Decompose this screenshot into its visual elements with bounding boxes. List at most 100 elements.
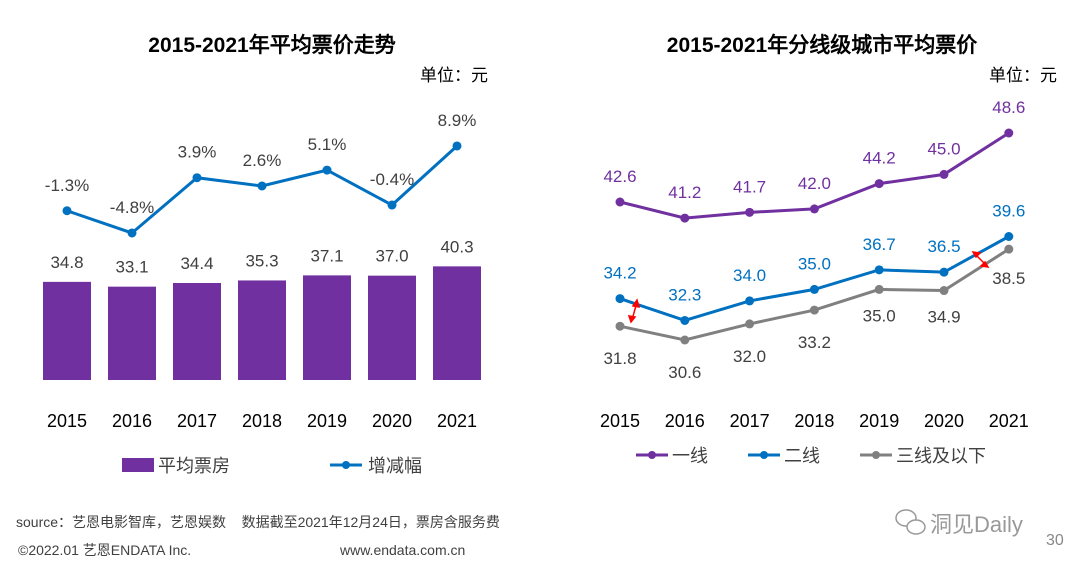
data-label: 41.7 (733, 177, 766, 196)
series-1-point-2021 (1004, 232, 1014, 241)
data-label: 42.0 (798, 174, 831, 193)
bar-label: 37.0 (375, 247, 408, 266)
series-1-point-2018 (809, 284, 819, 294)
x-tick-label: 2018 (794, 411, 834, 431)
bar-label: 33.1 (115, 258, 148, 277)
growth-label: 2.6% (243, 151, 282, 170)
series-1-point-2019 (874, 265, 884, 275)
series-0-point-2019 (874, 179, 884, 189)
legend-marker-2 (872, 451, 880, 459)
growth-point-2018 (257, 181, 267, 191)
bar-2021 (433, 266, 481, 380)
bar-label: 35.3 (245, 251, 278, 270)
growth-point-2020 (387, 200, 397, 210)
series-2-point-2020 (939, 286, 949, 296)
legend-label-2: 三线及以下 (896, 446, 986, 466)
bar-2017 (173, 282, 221, 380)
bar-2015 (43, 281, 91, 380)
data-label: 41.2 (668, 183, 701, 202)
series-0-point-2021 (1004, 128, 1014, 138)
x-tick-label: 2016 (112, 411, 152, 431)
series-2-point-2015 (615, 321, 625, 331)
x-tick-label: 2021 (437, 411, 477, 431)
left-chart-title: 2015-2021年平均票价走势 (148, 33, 395, 57)
x-tick-label: 2018 (242, 411, 282, 431)
data-label: 44.2 (863, 149, 896, 168)
right-chart-unit: 单位：元 (989, 66, 1057, 85)
x-tick-label: 2020 (372, 411, 412, 431)
growth-point-2015 (62, 206, 72, 216)
data-label: 36.7 (863, 235, 896, 254)
growth-point-2021 (452, 141, 462, 151)
data-label: 36.5 (927, 237, 960, 256)
bar-label: 34.8 (50, 253, 83, 272)
growth-label: -1.3% (45, 176, 89, 195)
watermark: 洞见Daily (930, 512, 1023, 537)
data-label: 30.6 (668, 363, 701, 382)
bar-2016 (108, 286, 156, 380)
right-legend: 一线 二线 三线及以下 (636, 446, 986, 466)
data-label: 35.0 (798, 254, 831, 273)
source-note: source：艺恩电影智库，艺恩娱数 数据截至2021年12月24日，票房含服务… (16, 514, 500, 530)
series-0-point-2017 (745, 207, 755, 217)
series-1-point-2020 (939, 267, 949, 277)
series-2-point-2018 (809, 305, 819, 315)
gap-arrow-2021 (971, 251, 990, 268)
growth-label: -4.8% (110, 198, 154, 217)
growth-label: 5.1% (308, 135, 347, 154)
series-1-point-2017 (745, 296, 755, 306)
bar-2018 (238, 280, 286, 380)
data-label: 31.8 (603, 349, 636, 368)
legend-label-bar: 平均票房 (158, 456, 230, 476)
series-0-point-2015 (615, 197, 625, 207)
website: www.endata.com.cn (339, 542, 465, 558)
data-label: 42.6 (603, 167, 636, 186)
series-1-point-2015 (615, 294, 625, 304)
data-label: 32.3 (668, 285, 701, 304)
gap-arrow-2015 (627, 298, 641, 324)
data-label: 39.6 (992, 202, 1025, 221)
data-label: 35.0 (863, 306, 896, 325)
page-number: 30 (1046, 532, 1064, 549)
data-label: 48.6 (992, 98, 1025, 117)
series-2-point-2016 (680, 335, 690, 345)
legend-label-0: 一线 (672, 446, 708, 466)
bar-2020 (368, 275, 416, 380)
data-label: 34.9 (927, 308, 960, 327)
growth-point-2019 (322, 165, 332, 175)
series-0-point-2018 (809, 204, 819, 214)
x-tick-label: 2021 (989, 411, 1029, 431)
series-0-point-2020 (939, 169, 949, 179)
data-label: 45.0 (927, 139, 960, 158)
x-tick-label: 2016 (665, 411, 705, 431)
series-2-point-2019 (874, 284, 884, 294)
series-0-point-2016 (680, 213, 690, 223)
series-2-point-2021 (1004, 244, 1014, 254)
bar-label: 37.1 (310, 246, 343, 265)
data-label: 34.0 (733, 266, 766, 285)
growth-label: 3.9% (178, 143, 217, 162)
bar-label: 34.4 (180, 254, 213, 273)
legend-label-line: 增减幅 (368, 456, 422, 476)
x-tick-label: 2019 (307, 411, 347, 431)
x-tick-label: 2017 (730, 411, 770, 431)
legend-marker-1 (760, 451, 768, 459)
growth-point-2016 (127, 228, 137, 238)
growth-point-2017 (192, 173, 202, 183)
right-chart: 42.6 41.2 41.7 42.0 44.2 45.0 48.6 34.2 32.3 34.0… (600, 98, 1029, 431)
data-label: 38.5 (992, 269, 1025, 288)
bar-label: 40.3 (440, 237, 473, 256)
legend-label-1: 二线 (784, 446, 820, 466)
series-2-point-2017 (745, 319, 755, 329)
data-label: 33.2 (798, 333, 831, 352)
x-tick-label: 2020 (924, 411, 964, 431)
data-label: 32.0 (733, 347, 766, 366)
x-tick-label: 2017 (177, 411, 217, 431)
bar-2019 (303, 275, 351, 380)
growth-label: -0.4% (370, 170, 414, 189)
x-tick-label: 2019 (859, 411, 899, 431)
right-chart-title: 2015-2021年分线级城市平均票价 (667, 33, 978, 57)
legend-marker-0 (648, 451, 656, 459)
copyright: ©2022.01 艺恩ENDATA Inc. (18, 542, 191, 558)
